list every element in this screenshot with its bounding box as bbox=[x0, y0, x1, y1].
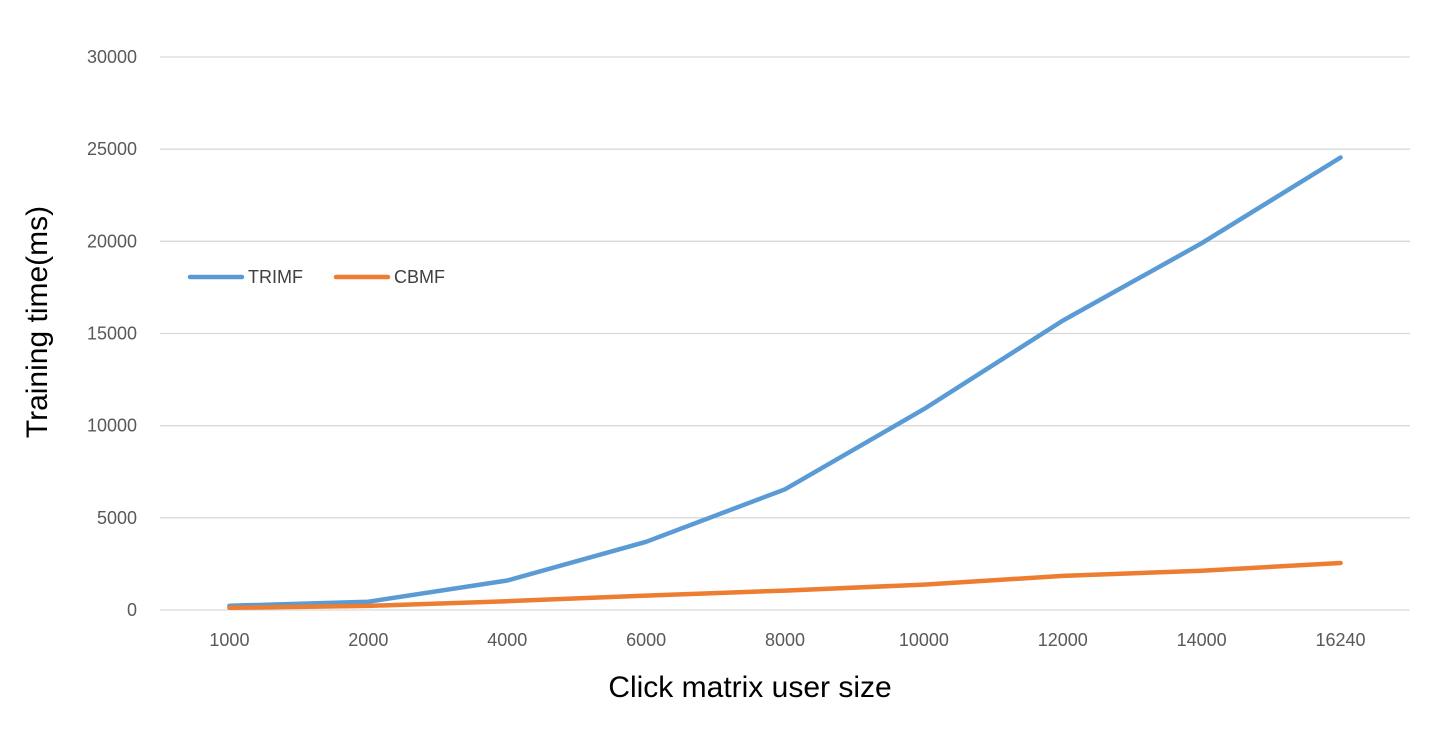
y-tick-label: 30000 bbox=[87, 47, 137, 67]
x-tick-label: 12000 bbox=[1038, 630, 1088, 650]
x-tick-label: 4000 bbox=[487, 630, 527, 650]
legend-label-trimf: TRIMF bbox=[248, 267, 303, 287]
x-tick-label: 14000 bbox=[1177, 630, 1227, 650]
y-tick-label: 25000 bbox=[87, 139, 137, 159]
y-axis-title: Training time(ms) bbox=[21, 206, 54, 438]
y-axis-ticks: 0 5000 10000 15000 20000 25000 30000 bbox=[87, 47, 137, 620]
gridlines bbox=[160, 56, 1410, 611]
x-axis-title: Click matrix user size bbox=[608, 671, 891, 704]
x-tick-label: 16240 bbox=[1316, 630, 1366, 650]
y-tick-label: 10000 bbox=[87, 416, 137, 436]
y-tick-label: 5000 bbox=[97, 508, 137, 528]
y-tick-label: 20000 bbox=[87, 231, 137, 251]
legend: TRIMF CBMF bbox=[187, 267, 445, 287]
x-tick-label: 2000 bbox=[348, 630, 388, 650]
x-tick-label: 1000 bbox=[209, 630, 249, 650]
series-line-trimf bbox=[227, 155, 1343, 609]
series-line-cbmf bbox=[227, 560, 1343, 611]
x-tick-label: 8000 bbox=[765, 630, 805, 650]
x-tick-label: 6000 bbox=[626, 630, 666, 650]
legend-label-cbmf: CBMF bbox=[394, 267, 445, 287]
y-tick-label: 0 bbox=[127, 600, 137, 620]
y-tick-label: 15000 bbox=[87, 324, 137, 344]
series-lines bbox=[227, 155, 1343, 611]
x-tick-label: 10000 bbox=[899, 630, 949, 650]
x-axis-ticks: 1000 2000 4000 6000 8000 10000 12000 14000 16240 bbox=[209, 630, 1365, 650]
